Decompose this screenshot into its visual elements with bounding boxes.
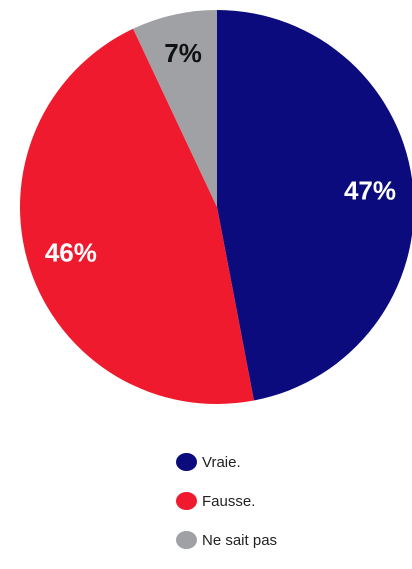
legend-label-fausse: Fausse. <box>202 492 256 510</box>
pie-chart-svg: 47% 46% 7% <box>19 10 412 405</box>
legend-swatch-fausse <box>176 492 197 510</box>
slice-value-label-fausse: 46% <box>45 237 97 267</box>
legend-item-vraie: Vraie. <box>176 452 396 472</box>
pie-chart: 47% 46% 7% <box>19 10 412 405</box>
legend-item-ne-sait-pas: Ne sait pas <box>176 530 396 550</box>
pie-slice-fausse <box>19 28 254 405</box>
legend-label-ne-sait-pas: Ne sait pas <box>202 531 278 549</box>
pie-slice-ne-sait-pas <box>133 10 217 207</box>
legend-swatch-vraie <box>176 453 197 471</box>
slice-value-label-ne-sait-pas: 7% <box>164 38 202 68</box>
pie-slice-vraie <box>217 10 412 401</box>
legend-swatch-ne-sait-pas <box>176 531 197 549</box>
chart-legend: Vraie. Fausse. Ne sait pas <box>176 452 396 569</box>
pie-labels: 47% 46% 7% <box>45 38 396 267</box>
legend-label-vraie: Vraie. <box>202 453 241 471</box>
pie-slices <box>19 10 412 405</box>
slice-value-label-vraie: 47% <box>344 175 396 205</box>
legend-item-fausse: Fausse. <box>176 491 396 511</box>
